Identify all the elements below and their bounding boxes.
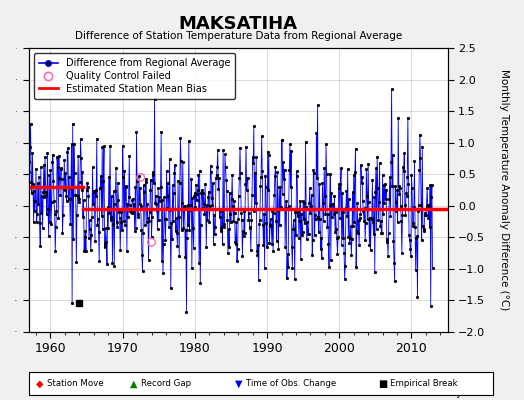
Text: ▲: ▲ <box>130 378 137 389</box>
Text: Empirical Break: Empirical Break <box>390 379 458 388</box>
Text: ■: ■ <box>378 378 387 389</box>
Text: Time of Obs. Change: Time of Obs. Change <box>246 379 336 388</box>
Point <box>147 239 156 246</box>
Title: MAKSATIHA: MAKSATIHA <box>179 15 298 33</box>
Legend: Difference from Regional Average, Quality Control Failed, Estimated Station Mean: Difference from Regional Average, Qualit… <box>34 53 235 99</box>
Text: ▼: ▼ <box>235 378 242 389</box>
Text: Station Move: Station Move <box>47 379 104 388</box>
Y-axis label: Monthly Temperature Anomaly Difference (°C): Monthly Temperature Anomaly Difference (… <box>499 69 509 311</box>
Text: ◆: ◆ <box>36 378 43 389</box>
Text: Record Gap: Record Gap <box>141 379 192 388</box>
Text: Difference of Station Temperature Data from Regional Average: Difference of Station Temperature Data f… <box>74 31 402 41</box>
Point <box>137 174 145 181</box>
Text: Berkeley Earth: Berkeley Earth <box>420 388 493 398</box>
